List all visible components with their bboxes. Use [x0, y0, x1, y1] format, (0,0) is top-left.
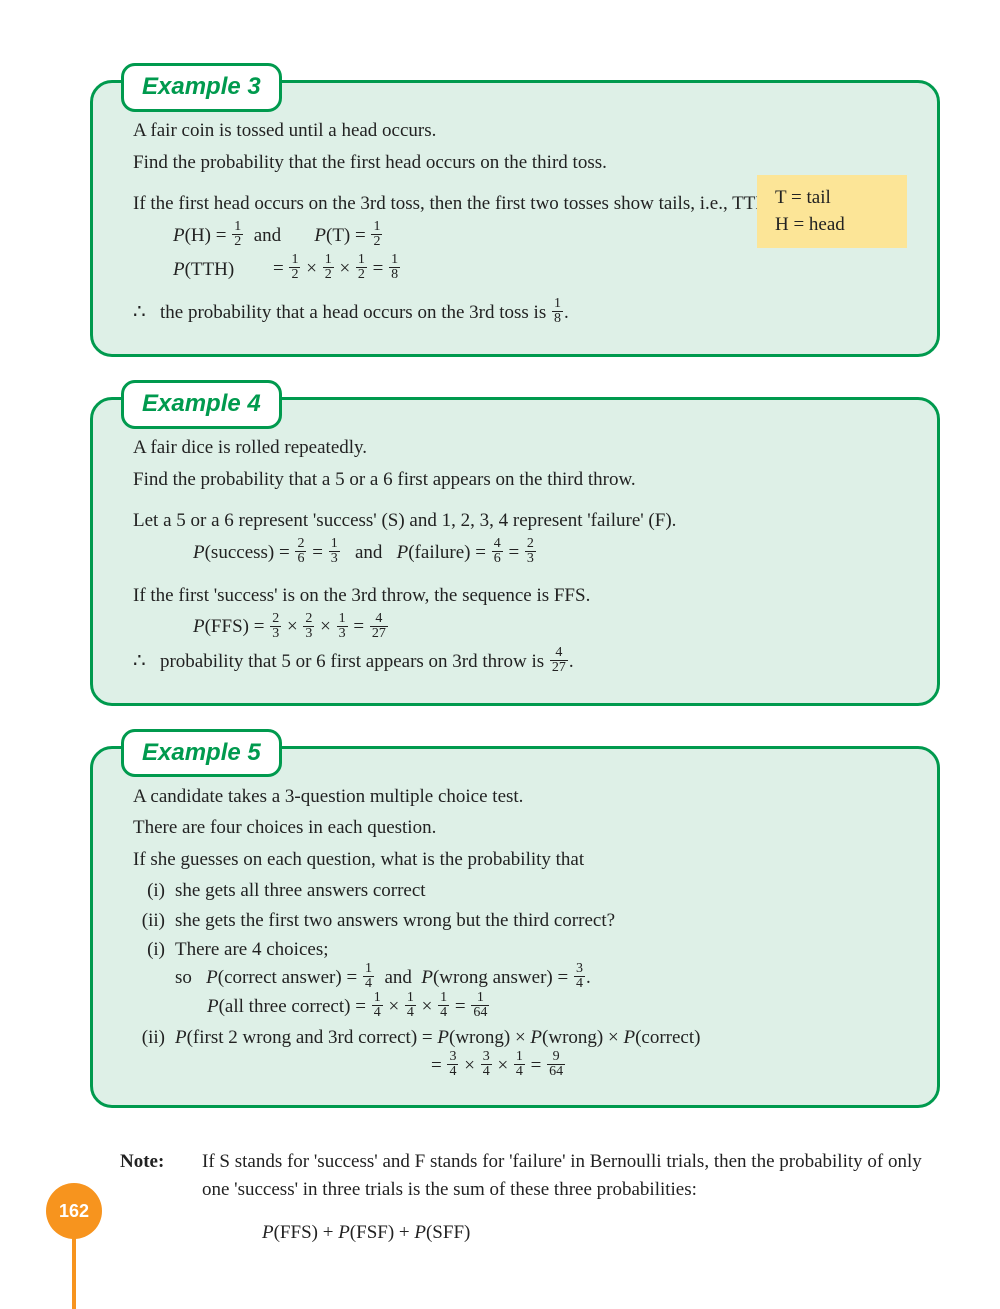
ex5-ans-ii: (ii) P(first 2 wrong and 3rd correct) = …	[133, 1024, 907, 1081]
ex5-a1c: P(all three correct) = 14 × 14 × 14 = 16…	[175, 993, 907, 1022]
ex4-conclusion: ∴ probability that 5 or 6 first appears …	[133, 647, 907, 677]
ex3-sticky-note: T = tail H = head	[757, 175, 907, 248]
ex3-line1: A fair coin is tossed until a head occur…	[133, 117, 907, 145]
ex3-eq2: P(TTH) = 12 × 12 × 12 = 18	[133, 255, 907, 284]
ex5-i2: she gets the first two answers wrong but…	[175, 907, 907, 935]
ex4-line1: A fair dice is rolled repeatedly.	[133, 434, 907, 462]
ex4-conc-text: probability that 5 or 6 first appears on…	[160, 651, 549, 672]
list-marker: (i)	[133, 936, 175, 1022]
sticky-line1: T = tail	[775, 185, 889, 212]
sticky-line2: H = head	[775, 212, 889, 239]
example-5-box: Example 5 A candidate takes a 3-question…	[90, 746, 940, 1108]
ex5-a2a: P(first 2 wrong and 3rd correct) = P(wro…	[175, 1024, 907, 1052]
page: Example 3 A fair coin is tossed until a …	[0, 0, 1000, 1287]
note-row: Note: If S stands for 'success' and F st…	[90, 1148, 940, 1248]
ex5-item-i: (i) she gets all three answers correct	[133, 877, 907, 905]
ex3-line2: Find the probability that the first head…	[133, 149, 907, 177]
page-stem	[72, 1237, 76, 1309]
list-marker: (ii)	[133, 907, 175, 935]
list-marker: (ii)	[133, 1024, 175, 1081]
example-3-label: Example 3	[121, 63, 282, 112]
page-number-badge: 162	[46, 1183, 102, 1239]
ex5-a1b: so P(correct answer) = 14 and P(wrong an…	[175, 964, 907, 993]
ex4-line2: Find the probability that a 5 or a 6 fir…	[133, 466, 907, 494]
example-5-label: Example 5	[121, 729, 282, 778]
note-body: If S stands for 'success' and F stands f…	[202, 1148, 930, 1205]
ex4-line3: Let a 5 or a 6 represent 'success' (S) a…	[133, 507, 907, 535]
example-3-box: Example 3 A fair coin is tossed until a …	[90, 80, 940, 357]
ex5-line2: There are four choices in each question.	[133, 814, 907, 842]
ex3-conc-text: the probability that a head occurs on th…	[160, 302, 551, 323]
ex5-ans-i: (i) There are 4 choices; so P(correct an…	[133, 936, 907, 1022]
example-4-label: Example 4	[121, 380, 282, 429]
list-marker: (i)	[133, 877, 175, 905]
ex5-a1a: There are 4 choices;	[175, 936, 907, 964]
note-label: Note:	[120, 1148, 202, 1248]
ex3-conclusion: ∴ the probability that a head occurs on …	[133, 298, 907, 328]
example-4-box: Example 4 A fair dice is rolled repeated…	[90, 397, 940, 706]
ex5-i1: she gets all three answers correct	[175, 877, 907, 905]
ex5-item-ii: (ii) she gets the first two answers wron…	[133, 907, 907, 935]
ex5-a2b: = 34 × 34 × 14 = 964	[175, 1052, 907, 1081]
note-eq: P(FFS) + P(FSF) + P(SFF)	[202, 1219, 930, 1248]
ex4-line4: If the first 'success' is on the 3rd thr…	[133, 582, 907, 610]
ex5-line1: A candidate takes a 3-question multiple …	[133, 783, 907, 811]
ex4-eq2: P(FFS) = 23 × 23 × 13 = 427	[133, 613, 907, 642]
ex4-eq1: P(success) = 26 = 13 and P(failure) = 46…	[133, 539, 907, 568]
ex5-line3: If she guesses on each question, what is…	[133, 846, 907, 874]
